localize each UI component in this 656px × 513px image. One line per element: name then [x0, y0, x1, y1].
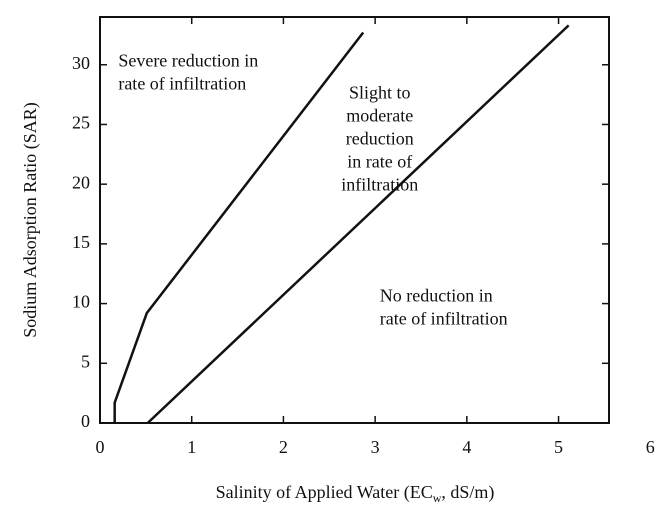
y-tick-label: 30 — [72, 53, 90, 73]
y-tick-label: 15 — [72, 232, 90, 252]
x-tick-label: 0 — [96, 437, 105, 457]
annotation: in rate of — [347, 152, 412, 172]
annotation: Severe reduction in — [118, 51, 258, 71]
annotation: reduction — [346, 129, 414, 149]
line — [146, 24, 570, 424]
y-tick-label: 20 — [72, 172, 90, 192]
x-axis-label-part: , dS/m) — [441, 482, 494, 503]
x-tick-label: 2 — [279, 437, 288, 457]
x-tick-label: 3 — [371, 437, 380, 457]
y-tick-label: 10 — [72, 292, 90, 312]
x-axis-label: Salinity of Applied Water (ECw, dS/m) — [216, 482, 495, 505]
y-tick-label: 0 — [81, 411, 90, 431]
annotation: rate of infiltration — [380, 309, 508, 329]
x-axis-label-sub: w — [433, 491, 442, 505]
annotation: rate of infiltration — [118, 74, 246, 94]
x-tick-label: 4 — [462, 437, 471, 457]
x-axis-label-part: Salinity of Applied Water (EC — [216, 482, 433, 503]
y-axis-label: Sodium Adsorption Ratio (SAR) — [20, 102, 41, 338]
y-tick-label: 25 — [72, 113, 90, 133]
annotation: infiltration — [341, 175, 418, 195]
x-tick-label: 1 — [187, 437, 196, 457]
plot-frame — [99, 16, 610, 424]
annotation: moderate — [346, 106, 413, 126]
x-tick-label: 5 — [554, 437, 563, 457]
annotation: No reduction in — [380, 286, 493, 306]
y-tick-label: 5 — [81, 351, 90, 371]
annotation: Slight to — [349, 83, 411, 103]
x-tick-label: 6 — [646, 437, 655, 457]
line — [113, 31, 365, 423]
